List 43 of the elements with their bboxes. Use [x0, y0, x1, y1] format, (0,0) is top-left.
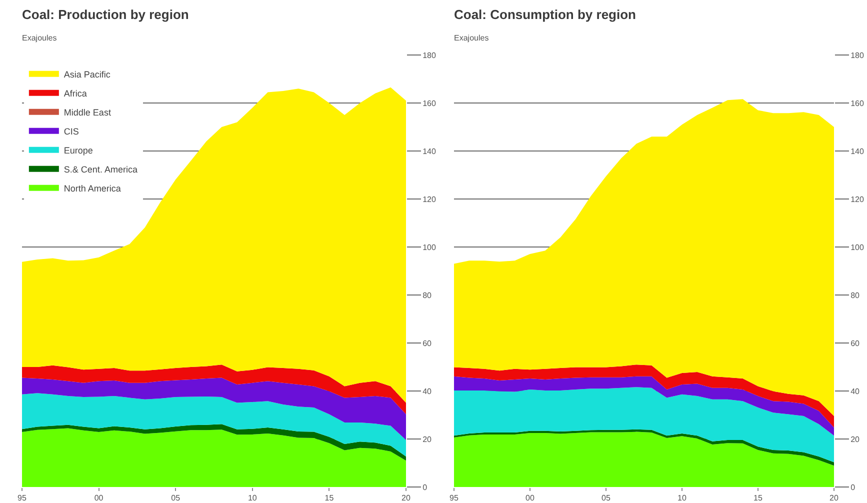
legend-label: North America — [64, 183, 121, 194]
y-tick-label: 20 — [850, 434, 860, 444]
chart-title: Coal: Production by region — [22, 7, 189, 22]
chart-subtitle: Exajoules — [22, 34, 57, 42]
x-tick-label: 05 — [602, 494, 611, 503]
legend-label: CIS — [64, 126, 79, 136]
x-tick-label: 10 — [248, 494, 258, 503]
y-tick-label: 0 — [850, 482, 856, 492]
legend-label: Europe — [64, 145, 93, 156]
x-tick-label: 20 — [402, 494, 411, 503]
y-tick-label: 100 — [850, 242, 864, 252]
y-tick-label: 180 — [422, 50, 436, 60]
x-tick-label: 95 — [18, 494, 27, 503]
y-tick-label: 120 — [850, 194, 864, 204]
x-tick-label: 00 — [526, 494, 535, 503]
x-tick-label: 10 — [678, 494, 687, 503]
y-tick-label: 60 — [850, 338, 860, 348]
chart-title: Coal: Consumption by region — [454, 7, 636, 22]
y-tick-label: 160 — [850, 98, 864, 108]
y-tick-label: 100 — [422, 242, 436, 252]
y-tick-label: 160 — [422, 98, 436, 108]
x-tick-label: 00 — [94, 494, 104, 503]
chart-subtitle: Exajoules — [454, 34, 489, 42]
y-tick-label: 0 — [422, 482, 428, 492]
x-tick-label: 15 — [754, 494, 763, 503]
legend-label: Asia Pacific — [64, 69, 111, 80]
y-tick-label: 80 — [422, 290, 432, 300]
y-tick-label: 140 — [422, 146, 436, 156]
x-tick-label: 20 — [830, 494, 839, 503]
y-tick-label: 180 — [850, 50, 864, 60]
y-tick-label: 40 — [422, 386, 432, 396]
x-tick-label: 15 — [324, 494, 334, 503]
y-tick-label: 20 — [422, 434, 432, 444]
legend-label: Africa — [64, 88, 87, 98]
legend-label: S.& Cent. America — [64, 164, 138, 174]
y-tick-label: 60 — [422, 338, 432, 348]
legend-label: Middle East — [64, 107, 112, 118]
y-tick-label: 140 — [850, 146, 864, 156]
x-tick-label: 95 — [450, 494, 459, 503]
y-tick-label: 40 — [850, 386, 860, 396]
y-tick-label: 120 — [422, 194, 436, 204]
y-tick-label: 80 — [850, 290, 860, 300]
x-tick-label: 05 — [171, 494, 181, 503]
